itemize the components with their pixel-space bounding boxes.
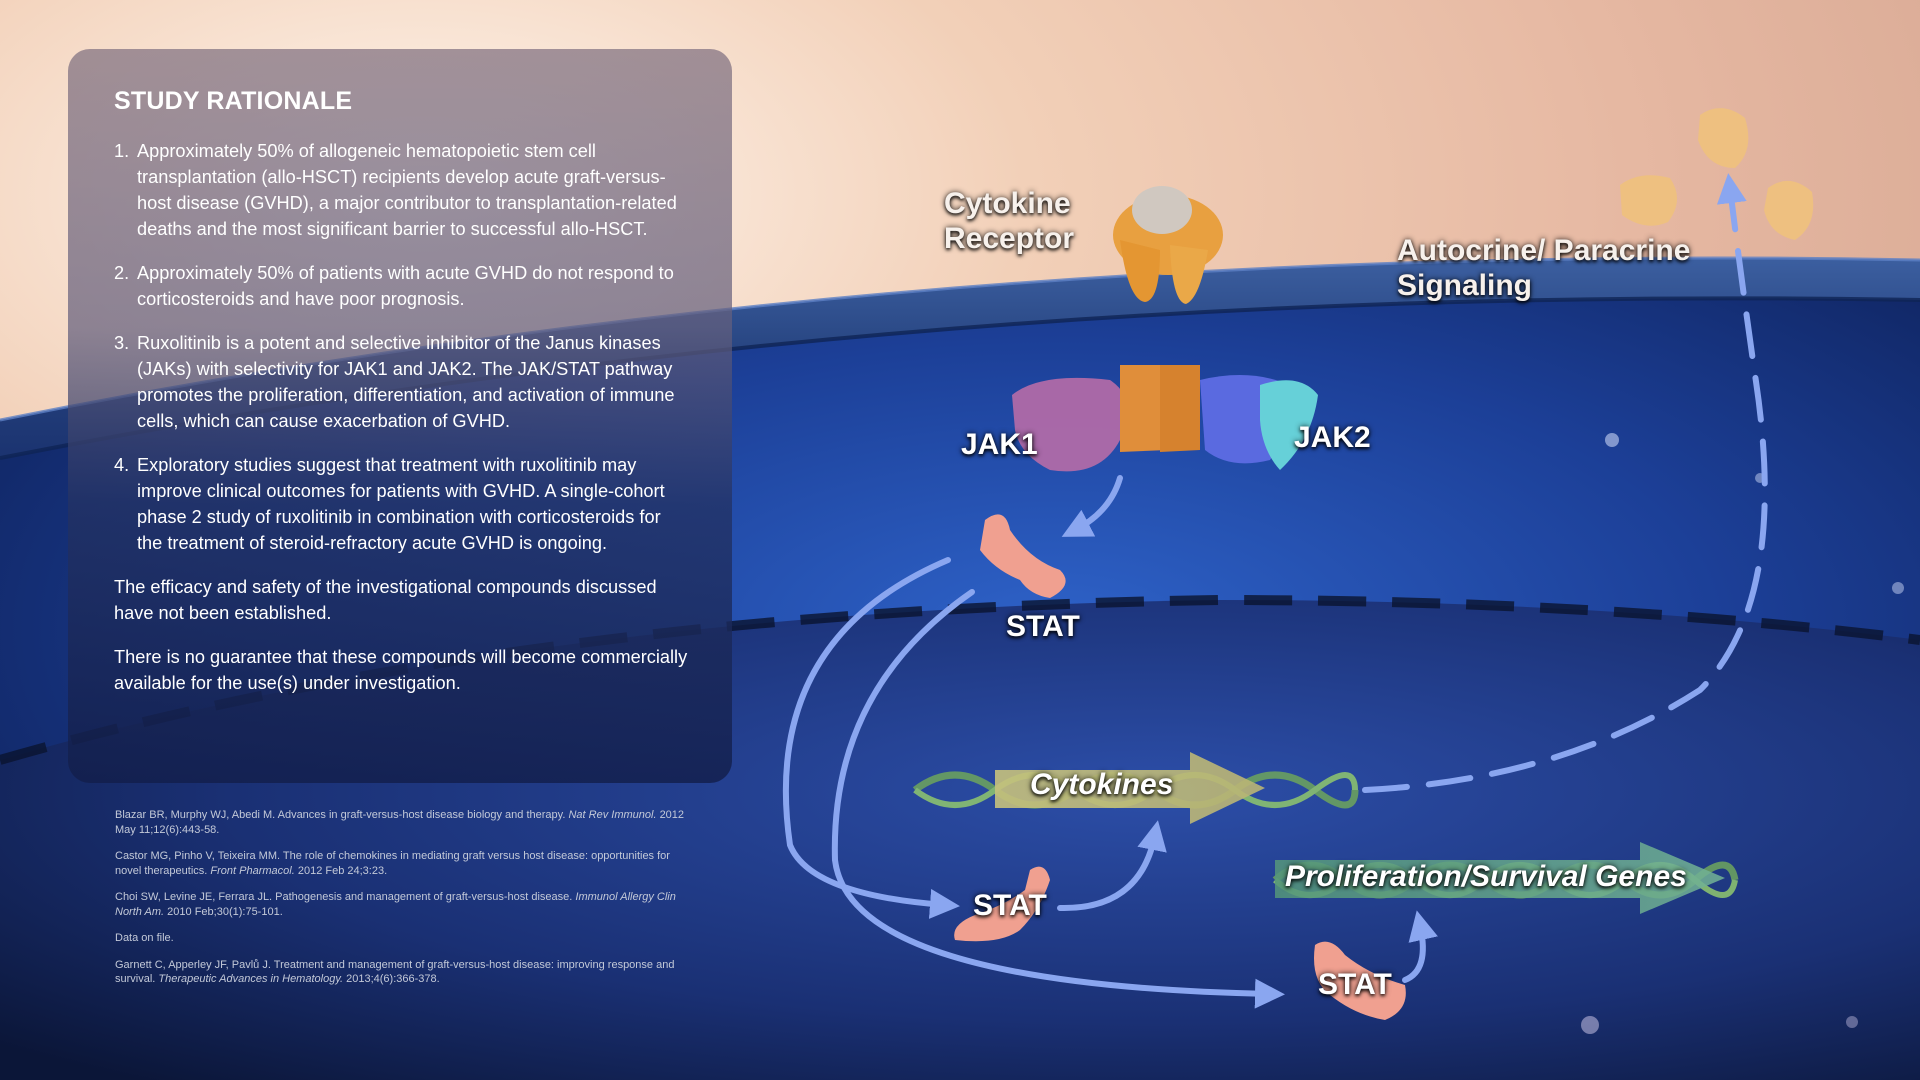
jak-complex-protein — [1012, 365, 1318, 472]
label-cytokine-receptor: Cytokine Receptor — [944, 187, 1075, 255]
item-number: 3. — [114, 333, 130, 353]
item-number: 1. — [114, 141, 130, 161]
stat-protein-mid — [954, 866, 1050, 942]
cytokine-ligand — [1698, 108, 1749, 168]
study-rationale-panel: STUDY RATIONALE 1. Approximately 50% of a… — [68, 49, 732, 783]
item-number: 4. — [114, 455, 130, 475]
reference: Choi SW, Levine JE, Ferrara JL. Pathogen… — [115, 891, 676, 918]
reference: Garnett C, Apperley JF, Pavlů J. Treatme… — [115, 958, 675, 986]
item-text: Approximately 50% of allogeneic hematopo… — [137, 141, 677, 239]
cytokine-ligand — [1764, 180, 1814, 240]
rationale-item: 1. Approximately 50% of allogeneic hemato… — [114, 138, 688, 242]
label-proliferation-genes: Proliferation/Survival Genes — [1285, 860, 1687, 893]
reference: Blazar BR, Murphy WJ, Abedi M. Advances … — [115, 809, 685, 836]
label-cytokines-gene: Cytokines — [1030, 768, 1174, 801]
disclaimer-availability: There is no guarantee that these compoun… — [114, 647, 688, 693]
reference: Data on file. — [115, 932, 174, 944]
stat-protein-bottom — [1314, 941, 1406, 1020]
signaling-arrows — [782, 173, 1768, 1009]
cytokine-ligand — [1620, 175, 1678, 226]
dna-strand-cytokines — [912, 752, 1359, 824]
label-autocrine-paracrine: Autocrine/ Paracrine Signaling — [1397, 234, 1691, 302]
label-jak2: JAK2 — [1294, 421, 1371, 454]
rationale-item: 4. Exploratory studies suggest that treat… — [114, 452, 688, 556]
label-stat-mid: STAT — [973, 889, 1047, 922]
item-text: Exploratory studies suggest that treatme… — [137, 455, 665, 553]
label-stat-top: STAT — [1006, 610, 1080, 643]
panel-title: STUDY RATIONALE — [114, 87, 353, 115]
item-text: Ruxolitinib is a potent and selective in… — [137, 333, 675, 431]
disclaimer-efficacy: The efficacy and safety of the investiga… — [114, 577, 657, 623]
item-text: Approximately 50% of patients with acute… — [137, 263, 674, 309]
cytokine-receptor-protein — [1113, 186, 1223, 304]
label-jak1: JAK1 — [961, 428, 1038, 461]
label-stat-bottom: STAT — [1318, 968, 1392, 1001]
reference: Castor MG, Pinho V, Teixeira MM. The rol… — [115, 850, 670, 877]
references-list: Blazar BR, Murphy WJ, Abedi M. Advances … — [115, 808, 695, 999]
dna-strand-proliferation — [1272, 842, 1739, 914]
stat-protein-top — [980, 514, 1066, 598]
rationale-item: 3. Ruxolitinib is a potent and selective … — [114, 330, 688, 434]
rationale-item: 2. Approximately 50% of patients with acu… — [114, 260, 688, 312]
item-number: 2. — [114, 263, 130, 283]
